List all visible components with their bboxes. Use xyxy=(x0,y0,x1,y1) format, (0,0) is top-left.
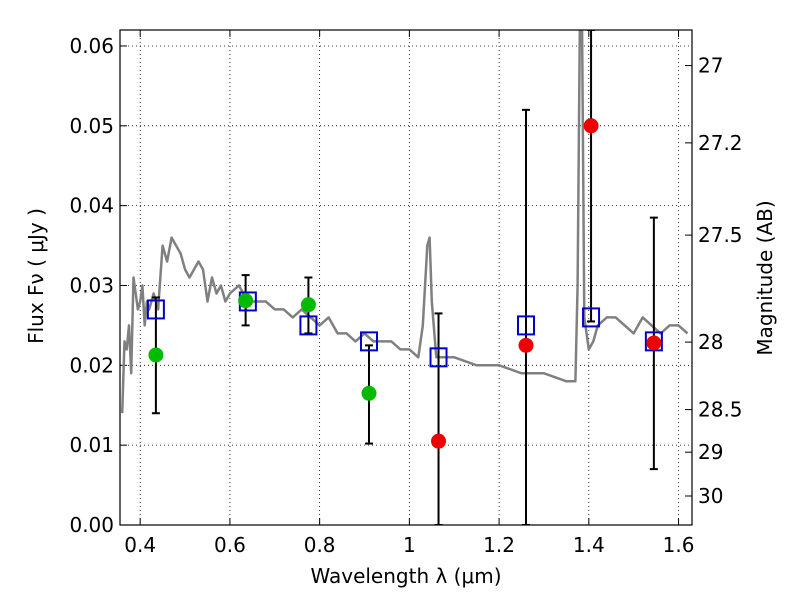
y2-tick-label: 30 xyxy=(698,484,723,508)
detection-point xyxy=(300,297,316,313)
y-tick-label: 0.06 xyxy=(69,34,114,58)
upper-limit-point xyxy=(518,337,534,353)
x-tick-label: 1 xyxy=(403,533,416,557)
y-tick-label: 0.02 xyxy=(69,353,114,377)
y-tick-label: 0.04 xyxy=(69,194,114,218)
y2-tick-label: 27.2 xyxy=(698,131,743,155)
y-tick-label: 0.00 xyxy=(69,513,114,537)
x-tick-label: 0.6 xyxy=(214,533,246,557)
y2-tick-label: 29 xyxy=(698,440,723,464)
grid xyxy=(120,30,692,525)
y2-tick-label: 28 xyxy=(698,330,723,354)
x-tick-label: 1.4 xyxy=(573,533,605,557)
ticks: 0.4 0.6 0.8 1 1.2 1.4 1.6 0.00 0.01 0.02 0.03 0.04 0… xyxy=(69,30,743,557)
x-tick-label: 0.8 xyxy=(304,533,336,557)
detection-point xyxy=(148,347,164,363)
x-tick-label: 1.6 xyxy=(663,533,695,557)
detection-point xyxy=(238,293,254,309)
upper-limit-point xyxy=(646,335,662,351)
y-tick-label: 0.05 xyxy=(69,114,114,138)
x-tick-label: 0.4 xyxy=(124,533,156,557)
x-axis-label: Wavelength λ (μm) xyxy=(310,564,501,588)
y-tick-label: 0.03 xyxy=(69,273,114,297)
y-tick-label: 0.01 xyxy=(69,433,114,457)
y2-tick-label: 27 xyxy=(698,54,723,78)
model-photometry-square xyxy=(299,315,318,336)
model-photometry-square xyxy=(517,315,536,336)
detection-point xyxy=(361,385,377,401)
plot-frame xyxy=(119,29,693,526)
model-photometry-square xyxy=(146,299,165,320)
y2-tick-label: 27.5 xyxy=(698,223,743,247)
upper-limit-point xyxy=(583,118,599,134)
y2-tick-label: 28.5 xyxy=(698,398,743,422)
y-axis-label: Flux Fν ( μJy ) xyxy=(24,208,48,344)
y2-axis-label: Magnitude (AB) xyxy=(753,200,777,355)
model-photometry-square xyxy=(582,307,601,328)
x-tick-label: 1.2 xyxy=(483,533,515,557)
model-photometry-square xyxy=(359,331,378,352)
upper-limit-point xyxy=(431,433,447,449)
model-photometry-square xyxy=(429,347,448,368)
observed-points xyxy=(148,118,662,449)
